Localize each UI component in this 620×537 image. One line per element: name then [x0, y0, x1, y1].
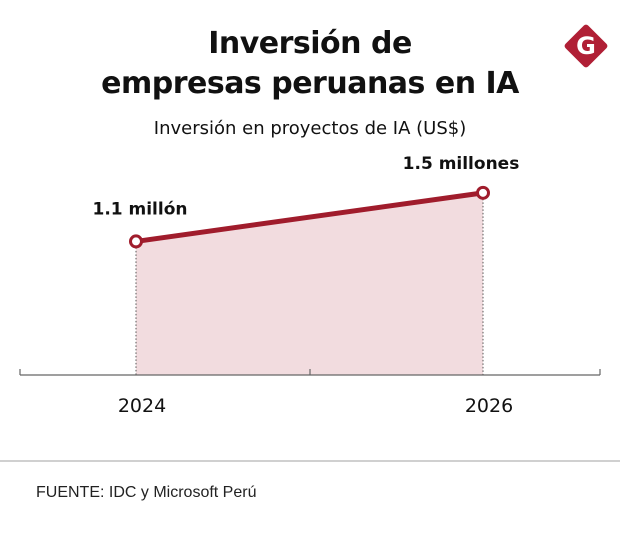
source-note: FUENTE: IDC y Microsoft Perú: [36, 484, 257, 501]
data-point-2026: [476, 185, 490, 200]
chart-title-line2: empresas peruanas en IA: [101, 66, 519, 101]
data-point-2024: [129, 234, 143, 249]
chart-title-line1: Inversión de: [208, 26, 412, 61]
brand-logo-icon: G: [562, 22, 610, 70]
data-label-2024: 1.1 millón: [92, 199, 187, 219]
chart-subtitle: Inversión en proyectos de IA (US$): [153, 118, 467, 139]
footer-divider: [0, 460, 620, 462]
area-fill: [136, 192, 483, 375]
x-tick-label-2024: 2024: [118, 395, 166, 417]
data-label-2026: 1.5 millones: [403, 154, 520, 174]
logo-letter: G: [576, 32, 596, 60]
x-tick-label-2026: 2026: [465, 395, 513, 417]
chart-area: 1.1 millón 1.5 millones 2024 2026: [19, 154, 601, 417]
series-line: [133, 190, 486, 244]
